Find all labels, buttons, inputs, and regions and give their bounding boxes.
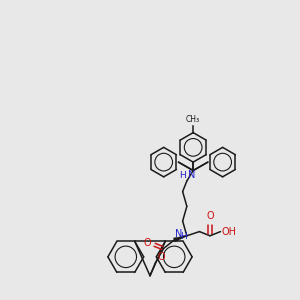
Polygon shape	[173, 236, 187, 242]
Text: O: O	[143, 238, 151, 248]
Text: CH₃: CH₃	[186, 115, 200, 124]
Text: OH: OH	[222, 226, 237, 237]
Text: N: N	[188, 170, 195, 180]
Text: H: H	[179, 171, 186, 180]
Text: H: H	[181, 232, 187, 241]
Text: N: N	[175, 229, 183, 239]
Text: O: O	[206, 211, 214, 221]
Text: O: O	[158, 252, 165, 262]
